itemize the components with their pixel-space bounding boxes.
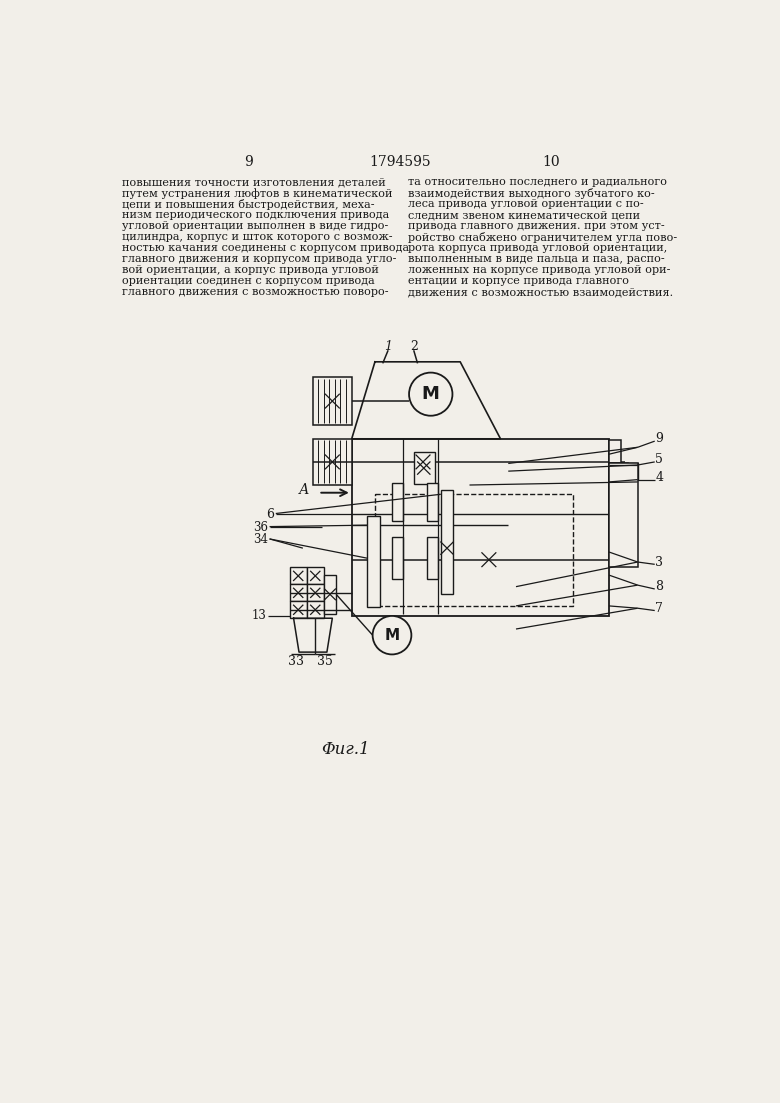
Bar bbox=[609, 510, 621, 540]
Bar bbox=[307, 585, 324, 601]
Text: повышения точности изготовления деталей: повышения точности изготовления деталей bbox=[122, 176, 386, 188]
Text: 36: 36 bbox=[253, 521, 268, 534]
Text: та относительно последнего и радиального: та относительно последнего и радиального bbox=[407, 176, 666, 188]
Text: леса привода угловой ориентации с по-: леса привода угловой ориентации с по- bbox=[407, 199, 644, 210]
Text: 9: 9 bbox=[244, 156, 253, 170]
Bar bbox=[289, 601, 307, 618]
Text: главного движения с возможностью поворо-: главного движения с возможностью поворо- bbox=[122, 287, 388, 297]
Text: вой ориентации, а корпус привода угловой: вой ориентации, а корпус привода угловой bbox=[122, 265, 379, 275]
Bar bbox=[289, 585, 307, 601]
Bar bbox=[609, 463, 638, 567]
Bar bbox=[629, 463, 638, 481]
Text: цилиндра, корпус и шток которого с возмож-: цилиндра, корпус и шток которого с возмо… bbox=[122, 232, 393, 242]
Text: 9: 9 bbox=[655, 432, 663, 446]
Text: 1794595: 1794595 bbox=[369, 156, 431, 170]
Text: ложенных на корпусе привода угловой ори-: ложенных на корпусе привода угловой ори- bbox=[407, 265, 670, 275]
Text: 4: 4 bbox=[655, 471, 664, 484]
Bar bbox=[375, 494, 573, 606]
Text: 8: 8 bbox=[655, 580, 664, 593]
Text: 6: 6 bbox=[266, 507, 275, 521]
Text: ройство снабжено ограничителем угла пово-: ройство снабжено ограничителем угла пово… bbox=[407, 232, 676, 243]
Bar bbox=[427, 483, 438, 522]
Bar bbox=[392, 537, 402, 579]
Text: 33: 33 bbox=[288, 655, 304, 668]
Text: следним звеном кинематической цепи: следним звеном кинематической цепи bbox=[407, 210, 640, 221]
Text: ностью качания соединены с корпусом привода: ностью качания соединены с корпусом прив… bbox=[122, 243, 410, 253]
Text: 10: 10 bbox=[542, 156, 560, 170]
Text: привода главного движения. при этом уст-: привода главного движения. при этом уст- bbox=[407, 221, 664, 231]
Text: 1: 1 bbox=[384, 340, 392, 353]
Bar bbox=[367, 516, 381, 607]
Text: M: M bbox=[422, 385, 440, 404]
Bar bbox=[307, 601, 324, 618]
Bar bbox=[413, 452, 434, 484]
Bar bbox=[352, 439, 609, 615]
Text: низм периодического подключения привода: низм периодического подключения привода bbox=[122, 210, 389, 221]
Bar bbox=[289, 567, 307, 585]
Text: 35: 35 bbox=[317, 655, 332, 668]
Polygon shape bbox=[293, 618, 332, 652]
Text: цепи и повышения быстродействия, меха-: цепи и повышения быстродействия, меха- bbox=[122, 199, 375, 210]
Bar bbox=[313, 439, 352, 485]
Text: M: M bbox=[385, 628, 399, 643]
Text: 5: 5 bbox=[655, 453, 663, 467]
Text: ориентации соединен с корпусом привода: ориентации соединен с корпусом привода bbox=[122, 276, 375, 286]
Bar bbox=[621, 514, 635, 537]
Text: путем устранения люфтов в кинематической: путем устранения люфтов в кинематической bbox=[122, 188, 393, 199]
Bar bbox=[609, 440, 621, 463]
Polygon shape bbox=[352, 362, 501, 439]
Text: 34: 34 bbox=[253, 533, 268, 546]
Circle shape bbox=[373, 615, 411, 654]
Text: А: А bbox=[299, 483, 309, 497]
Text: движения с возможностью взаимодействия.: движения с возможностью взаимодействия. bbox=[407, 287, 672, 297]
Bar bbox=[441, 491, 453, 595]
Text: взаимодействия выходного зубчатого ко-: взаимодействия выходного зубчатого ко- bbox=[407, 188, 654, 199]
Text: 13: 13 bbox=[252, 610, 267, 622]
Text: главного движения и корпусом привода угло-: главного движения и корпусом привода угл… bbox=[122, 254, 397, 264]
Text: 3: 3 bbox=[655, 556, 664, 568]
Text: 7: 7 bbox=[655, 602, 663, 614]
Text: 2: 2 bbox=[410, 340, 417, 353]
Text: угловой ориентации выполнен в виде гидро-: угловой ориентации выполнен в виде гидро… bbox=[122, 221, 388, 231]
Circle shape bbox=[409, 373, 452, 416]
Text: ентации и корпусе привода главного: ентации и корпусе привода главного bbox=[407, 276, 629, 286]
Text: Φиг.1: Φиг.1 bbox=[321, 740, 370, 758]
Bar bbox=[609, 463, 629, 502]
Text: рота корпуса привода угловой ориентации,: рота корпуса привода угловой ориентации, bbox=[407, 243, 667, 253]
Bar bbox=[427, 537, 438, 579]
Bar bbox=[324, 575, 336, 613]
Bar bbox=[307, 567, 324, 585]
Bar bbox=[313, 377, 352, 425]
Text: выполненным в виде пальца и паза, распо-: выполненным в виде пальца и паза, распо- bbox=[407, 254, 664, 264]
Bar bbox=[392, 483, 402, 522]
